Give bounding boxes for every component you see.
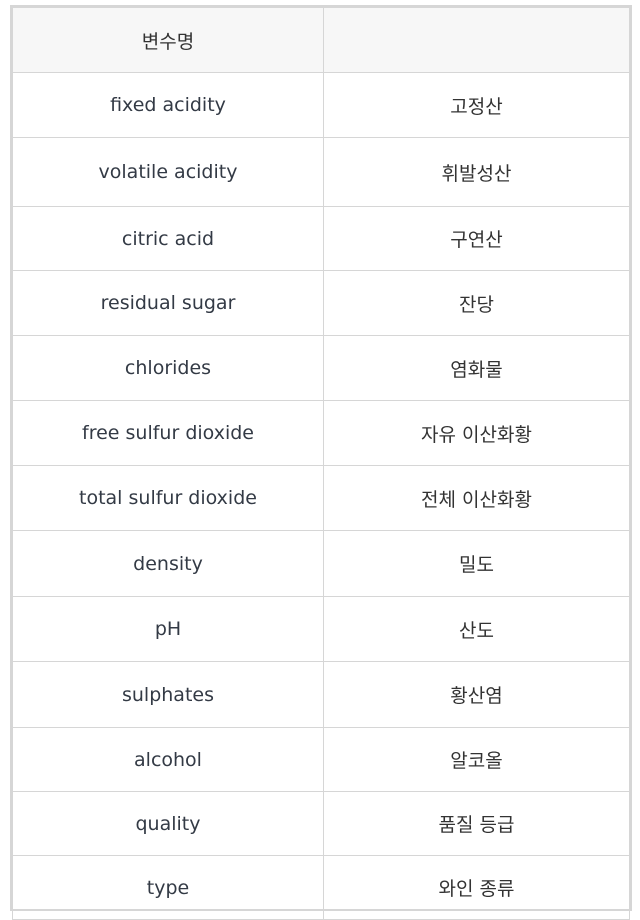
variable-name-cell: sulphates <box>12 661 324 728</box>
variable-description-cell: 잔당 <box>323 270 630 336</box>
table-row: total sulfur dioxide 전체 이산화황 <box>12 465 630 531</box>
table-row: free sulfur dioxide 자유 이산화황 <box>12 400 630 466</box>
table-row: sulphates 황산염 <box>12 661 630 728</box>
variable-name-cell: total sulfur dioxide <box>12 465 324 531</box>
variable-description-cell: 고정산 <box>323 72 630 138</box>
table-row: residual sugar 잔당 <box>12 270 630 336</box>
table-row: alcohol 알코올 <box>12 727 630 792</box>
variable-description-cell: 황산염 <box>323 661 630 728</box>
variable-table: 변수명 fixed acidity 고정산 volatile acidity 휘… <box>12 7 630 920</box>
variable-name-cell: pH <box>12 596 324 662</box>
variable-name-cell: type <box>12 855 324 920</box>
variable-description-cell: 품질 등급 <box>323 791 630 856</box>
variable-name-cell: density <box>12 530 324 597</box>
variable-description-cell: 구연산 <box>323 206 630 271</box>
table-row: quality 품질 등급 <box>12 791 630 856</box>
variable-description-cell: 산도 <box>323 596 630 662</box>
table-row: chlorides 염화물 <box>12 335 630 401</box>
variable-name-cell: citric acid <box>12 206 324 271</box>
table-row: density 밀도 <box>12 530 630 597</box>
table-row: type 와인 종류 <box>12 855 630 920</box>
header-variable-name: 변수명 <box>12 7 324 73</box>
variable-name-cell: chlorides <box>12 335 324 401</box>
variable-name-cell: volatile acidity <box>12 137 324 207</box>
variable-description-cell: 휘발성산 <box>323 137 630 207</box>
variable-description-cell: 염화물 <box>323 335 630 401</box>
table-header: 변수명 <box>12 7 630 73</box>
variable-description-cell: 알코올 <box>323 727 630 792</box>
table-row: volatile acidity 휘발성산 <box>12 137 630 207</box>
table-row: pH 산도 <box>12 596 630 662</box>
table-row: citric acid 구연산 <box>12 206 630 271</box>
variable-description-cell: 자유 이산화황 <box>323 400 630 466</box>
variable-name-cell: fixed acidity <box>12 72 324 138</box>
table-row: fixed acidity 고정산 <box>12 72 630 138</box>
variable-name-cell: quality <box>12 791 324 856</box>
table-body: fixed acidity 고정산 volatile acidity 휘발성산 … <box>12 72 630 920</box>
variable-name-cell: alcohol <box>12 727 324 792</box>
variable-description-cell: 전체 이산화황 <box>323 465 630 531</box>
variable-description-cell: 와인 종류 <box>323 855 630 920</box>
header-row: 변수명 <box>12 7 630 73</box>
variable-name-cell: residual sugar <box>12 270 324 336</box>
variable-name-cell: free sulfur dioxide <box>12 400 324 466</box>
variable-description-cell: 밀도 <box>323 530 630 597</box>
variable-table-container: 변수명 fixed acidity 고정산 volatile acidity 휘… <box>10 5 632 920</box>
header-description <box>323 7 630 73</box>
